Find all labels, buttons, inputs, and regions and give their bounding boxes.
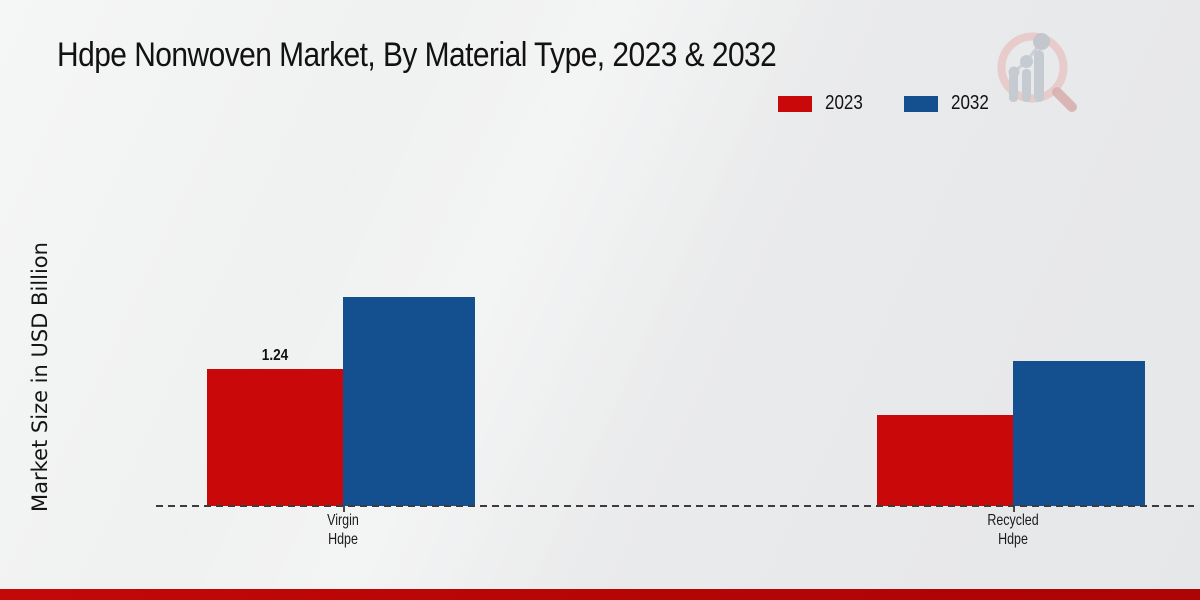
x-category-label-recycled-hdpe: Recycled Hdpe <box>987 512 1039 548</box>
bar-2023-virgin-hdpe[interactable] <box>207 369 343 506</box>
x-axis-tick <box>343 506 345 512</box>
legend-swatch-2023-icon <box>778 95 812 112</box>
x-axis-line <box>156 505 1194 507</box>
legend-label-2032: 2032 <box>950 92 989 114</box>
bar-value-label-2023-virgin-hdpe: 1.24 <box>261 347 289 364</box>
legend: 2023 2032 <box>778 92 995 115</box>
x-category-label-virgin-hdpe: Virgin Hdpe <box>327 512 359 548</box>
bar-2032-virgin-hdpe[interactable] <box>343 297 475 506</box>
legend-label-2023: 2023 <box>825 92 863 114</box>
bar-2032-recycled-hdpe[interactable] <box>1013 361 1145 506</box>
magnifier-bar-chart-logo-icon <box>997 32 1077 112</box>
y-axis-title: Market Size in USD Billion <box>28 242 52 512</box>
x-axis-tick <box>1013 506 1015 512</box>
legend-item-2032[interactable]: 2032 <box>903 92 996 115</box>
bar-2023-recycled-hdpe[interactable] <box>877 415 1013 506</box>
legend-swatch-2032-icon <box>903 95 938 112</box>
chart-title: Hdpe Nonwoven Market, By Material Type, … <box>57 36 777 74</box>
legend-item-2023[interactable]: 2023 <box>778 92 870 115</box>
footer-accent-bar <box>0 589 1200 600</box>
